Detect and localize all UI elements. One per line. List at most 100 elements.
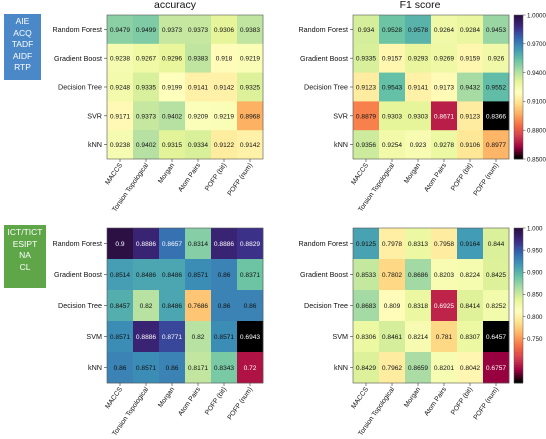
cell-value-label: 0.9267	[136, 56, 157, 63]
heatmap-cell	[405, 228, 432, 260]
category-line: AIDF	[12, 50, 33, 61]
cell-value-label: 0.9173	[434, 85, 455, 92]
cell-value-label: 0.82	[192, 334, 205, 341]
cell-value-label: 0.9278	[434, 142, 455, 149]
cell-value-label: 0.9335	[356, 56, 377, 63]
cell-value-label: 0.8968	[240, 113, 261, 120]
cell-value-label: 0.9552	[486, 85, 507, 92]
colorbar-segment	[514, 137, 523, 141]
cell-value-label: 0.9264	[434, 27, 455, 34]
cell-value-label: 0.82	[140, 303, 153, 310]
heatmap-cell	[211, 228, 238, 260]
heatmap-cell	[353, 43, 380, 73]
heatmap-cell	[185, 43, 212, 73]
heatmap-cell	[379, 72, 406, 102]
colorbar-segment	[514, 24, 523, 28]
cell-value-label: 0.844	[488, 241, 505, 248]
colorbar-segment	[514, 67, 523, 71]
cell-value-label: 0.8414	[460, 303, 481, 310]
heatmap-cell	[185, 228, 212, 260]
colorbar-segment	[514, 346, 523, 350]
cell-value-label: 0.9335	[136, 85, 157, 92]
x-tick-label: POFP (num)	[473, 386, 501, 421]
cell-value-label: 0.6925	[434, 303, 455, 310]
heatmap-cell	[483, 259, 510, 291]
cell-value-label: 0.8201	[434, 365, 455, 372]
heatmap-cell	[237, 352, 264, 384]
heatmap-cell	[379, 101, 406, 131]
heatmap-cell	[237, 290, 264, 322]
colorbar-segment	[514, 70, 523, 73]
colorbar-segment	[514, 326, 523, 330]
cell-value-label: 0.9123	[460, 113, 481, 120]
heatmap-cell	[211, 290, 238, 322]
x-tick-label: Atom Pairs	[177, 386, 202, 418]
colorbar-segment	[514, 99, 523, 102]
colorbar-segment	[514, 31, 523, 35]
heatmap-cell	[379, 15, 406, 45]
cell-value-label: 0.8771	[162, 334, 183, 341]
heatmap-cell	[107, 290, 134, 322]
colorbar-segment	[514, 108, 523, 112]
colorbar-segment	[514, 29, 523, 33]
heatmap-cell	[211, 352, 238, 384]
category-line: NA	[19, 250, 31, 260]
colorbar-tick-label: 0.9100	[527, 99, 546, 106]
heatmap-cell	[107, 130, 134, 160]
colorbar-segment	[514, 65, 523, 69]
heatmap-cell	[237, 228, 264, 260]
heatmap-cell	[405, 43, 432, 73]
x-tick-label: Atom Pairs	[423, 162, 448, 194]
heatmap-cell	[107, 259, 134, 291]
heatmap-cell	[457, 228, 484, 260]
colorbar-segment	[514, 132, 523, 136]
cell-value-label: 0.9248	[110, 85, 131, 92]
colorbar-segment	[514, 344, 523, 348]
heatmap-cell	[353, 321, 380, 353]
colorbar-segment	[514, 48, 523, 52]
colorbar-segment	[514, 60, 523, 64]
cell-value-label: 0.9432	[460, 85, 481, 92]
heatmap-cell	[211, 321, 238, 353]
cell-value-label: 0.9578	[408, 27, 429, 34]
heatmap-cell	[185, 101, 212, 131]
colorbar-segment	[514, 46, 523, 49]
heatmap-cell	[107, 321, 134, 353]
cell-value-label: 0.9402	[162, 113, 183, 120]
cell-value-label: 0.8457	[110, 303, 131, 310]
colorbar-segment	[514, 228, 523, 231]
heatmap-cell	[237, 259, 264, 291]
x-tick-label: POFP (num)	[473, 162, 501, 197]
cell-value-label: 0.9106	[460, 142, 481, 149]
colorbar-segment	[514, 357, 523, 361]
cell-value-label: 0.9373	[162, 27, 183, 34]
colorbar-segment	[514, 271, 523, 275]
cell-value-label: 0.7686	[188, 303, 209, 310]
colorbar-segment	[514, 103, 523, 107]
x-tick-label: POFP (num)	[227, 386, 255, 421]
colorbar-segment	[514, 135, 523, 138]
colorbar-segment	[514, 101, 523, 105]
cell-value-label: 0.8461	[382, 334, 403, 341]
cell-value-label: 0.9334	[188, 142, 209, 149]
colorbar-segment	[514, 144, 523, 148]
cell-value-label: 0.9402	[136, 142, 157, 149]
colorbar-segment	[514, 41, 523, 45]
cell-value-label: 0.9453	[486, 27, 507, 34]
heatmap-cell	[457, 15, 484, 45]
cell-value-label: 0.86	[166, 365, 179, 372]
colorbar-segment	[514, 259, 523, 262]
cell-value-label: 0.8657	[162, 241, 183, 248]
heatmap-cell	[379, 43, 406, 73]
heatmap-cell	[185, 15, 212, 45]
colorbar-tick-label: 0.950	[527, 247, 543, 254]
heatmap-cell	[107, 228, 134, 260]
colorbar-segment	[514, 370, 523, 374]
colorbar-segment	[514, 290, 523, 293]
x-tick-label: POFP (num)	[227, 162, 255, 197]
colorbar-segment	[514, 149, 523, 153]
heatmap-cell	[431, 290, 458, 322]
cell-value-label: 0.9293	[408, 56, 429, 63]
colorbar-segment	[514, 292, 523, 296]
